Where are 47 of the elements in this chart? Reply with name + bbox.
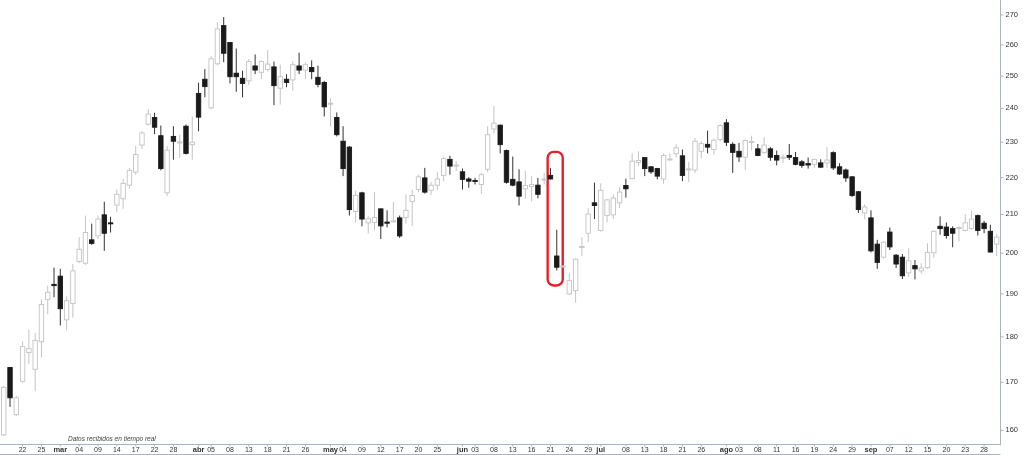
candlestick (906, 247, 912, 278)
candlestick (239, 70, 246, 98)
candlestick (591, 182, 598, 220)
candlestick (761, 136, 767, 155)
candlestick (353, 190, 359, 223)
candlestick (554, 229, 560, 271)
candlestick (296, 52, 302, 75)
candlestick (170, 125, 177, 161)
candlestick (579, 236, 585, 257)
candlestick (246, 58, 252, 86)
candlestick (987, 224, 994, 253)
candlestick (327, 97, 334, 127)
candlestick (290, 60, 296, 92)
candlestick (422, 167, 428, 195)
candlestick (491, 105, 497, 135)
candlestick (704, 130, 711, 154)
candlestick (252, 53, 258, 75)
candlestick (195, 82, 202, 132)
candlestick (887, 226, 893, 251)
candlestick (13, 395, 19, 417)
candlestick (403, 193, 409, 225)
candlestick (334, 111, 340, 137)
candlestick (535, 177, 541, 199)
candlestick (95, 215, 101, 240)
candlestick (151, 112, 158, 135)
candlestick (623, 178, 629, 199)
candlestick (478, 172, 484, 195)
candlestick (397, 215, 403, 239)
candlestick (723, 118, 730, 147)
candlestick (189, 115, 195, 161)
candlestick (912, 259, 918, 280)
candlestick (409, 189, 415, 227)
candlestick (447, 155, 453, 176)
candlestick (440, 156, 447, 182)
candlestick (679, 149, 686, 182)
candlestick (824, 146, 830, 169)
candlestick (497, 124, 503, 154)
candlestick (780, 153, 786, 164)
candlestick (177, 134, 183, 159)
candlestick (309, 59, 315, 80)
candlestick (277, 64, 283, 106)
candlestick (45, 285, 51, 315)
candlestick (390, 201, 397, 223)
candlestick (585, 207, 591, 243)
candlestick (202, 68, 208, 98)
candlestick (89, 223, 95, 246)
candlestick (271, 61, 277, 106)
